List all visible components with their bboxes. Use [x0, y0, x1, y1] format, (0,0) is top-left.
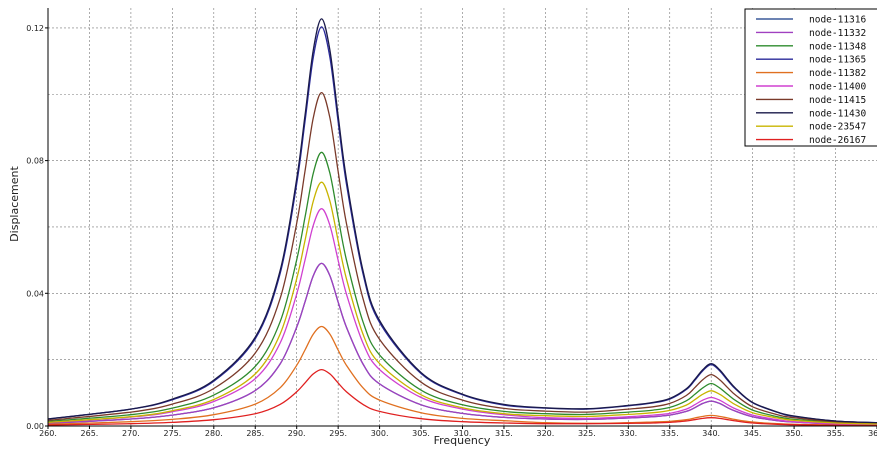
x-tick-label: 325.: [578, 429, 596, 438]
series-line-node-11430: [47, 18, 877, 424]
grid: [48, 8, 877, 426]
series-line-node-11400: [47, 208, 877, 425]
legend: node-11316 node-11332 node-11348 node-11365…: [744, 8, 877, 147]
x-tick-label: 315.: [495, 429, 513, 438]
y-tick-label: 0.12: [26, 24, 44, 33]
x-tick-label: 335.: [661, 429, 679, 438]
x-tick-label: 295.: [329, 429, 347, 438]
x-tick-label: 355.: [827, 429, 845, 438]
legend-label: node-11348: [809, 41, 866, 52]
x-tick-label: 280.: [205, 429, 223, 438]
x-tick-label: 270.: [122, 429, 140, 438]
legend-label: node-11365: [809, 55, 866, 66]
y-tick-label: 0.04: [26, 289, 44, 298]
x-tick-label: 275.: [163, 429, 181, 438]
x-tick-label: 285.: [246, 429, 264, 438]
series-line-node-11332: [47, 262, 877, 426]
legend-label: node-11316: [809, 15, 866, 26]
x-tick-label: 345.: [744, 429, 762, 438]
x-tick-label: 330.: [619, 429, 637, 438]
legend-label: node-23547: [809, 122, 866, 133]
legend-label: node-11382: [809, 68, 866, 79]
x-tick-label: 320.: [536, 429, 554, 438]
y-tick-label: 0.08: [26, 157, 44, 166]
series-line-node-11348: [47, 151, 877, 425]
series-line-node-23547: [47, 181, 877, 425]
y-tick-labels: 0.00 0.04 0.08 0.12: [26, 24, 48, 431]
x-axis-label: Frequency: [434, 434, 491, 447]
x-tick-label: 310.: [454, 429, 472, 438]
x-tick-label: 300.: [371, 429, 389, 438]
legend-label: node-11332: [809, 28, 866, 39]
series-line-node-11382: [47, 325, 877, 426]
x-tick-label: 360.: [868, 429, 877, 438]
x-tick-label: 340.: [702, 429, 720, 438]
x-tick-label: 350.: [785, 429, 803, 438]
x-tick-label: 305.: [412, 429, 430, 438]
series-layer: [47, 18, 877, 427]
series-line-node-26167: [47, 368, 877, 427]
y-tick-label: 0.00: [26, 422, 44, 431]
y-axis-label: Displacement: [8, 166, 21, 242]
legend-label: node-26167: [809, 135, 866, 146]
x-tick-labels: 260. 265. 270. 275. 280. 285. 290. 295. 300. 305.…: [39, 426, 877, 438]
x-tick-label: 290.: [288, 429, 306, 438]
series-line-node-11415: [47, 91, 877, 424]
legend-label: node-11415: [809, 95, 866, 106]
x-tick-label: 260.: [39, 429, 57, 438]
legend-label: node-11400: [809, 82, 866, 93]
legend-label: node-11430: [809, 108, 866, 119]
x-tick-label: 265.: [81, 429, 99, 438]
